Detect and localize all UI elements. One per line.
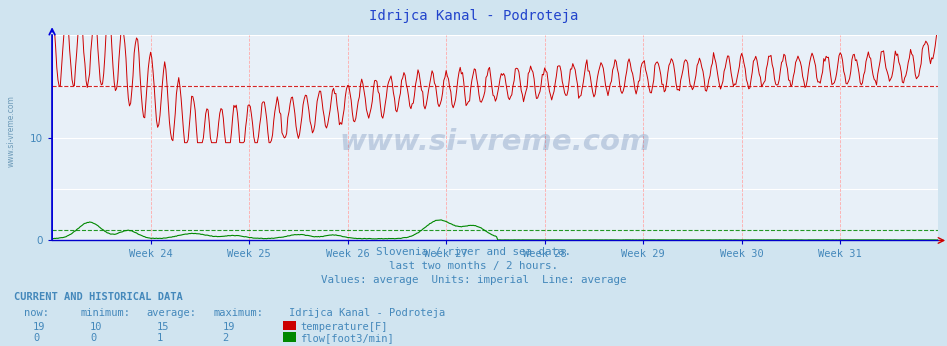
Text: Idrijca Kanal - Podroteja: Idrijca Kanal - Podroteja — [368, 9, 579, 22]
Text: 0: 0 — [90, 333, 97, 343]
Text: Idrijca Kanal - Podroteja: Idrijca Kanal - Podroteja — [289, 308, 445, 318]
Text: 0: 0 — [33, 333, 40, 343]
Text: 19: 19 — [33, 322, 45, 332]
Text: 19: 19 — [223, 322, 235, 332]
Text: www.si-vreme.com: www.si-vreme.com — [339, 128, 651, 156]
Text: average:: average: — [147, 308, 197, 318]
Text: 2: 2 — [223, 333, 229, 343]
Text: now:: now: — [24, 308, 48, 318]
Text: 10: 10 — [90, 322, 102, 332]
Text: 15: 15 — [156, 322, 169, 332]
Text: 1: 1 — [156, 333, 163, 343]
Text: Values: average  Units: imperial  Line: average: Values: average Units: imperial Line: av… — [321, 275, 626, 285]
Text: last two months / 2 hours.: last two months / 2 hours. — [389, 261, 558, 271]
Text: temperature[F]: temperature[F] — [300, 322, 387, 332]
Text: CURRENT AND HISTORICAL DATA: CURRENT AND HISTORICAL DATA — [14, 292, 183, 302]
Text: flow[foot3/min]: flow[foot3/min] — [300, 333, 394, 343]
Text: maximum:: maximum: — [213, 308, 263, 318]
Text: Slovenia / river and sea data.: Slovenia / river and sea data. — [376, 247, 571, 257]
Text: minimum:: minimum: — [80, 308, 131, 318]
Text: www.si-vreme.com: www.si-vreme.com — [7, 95, 16, 167]
